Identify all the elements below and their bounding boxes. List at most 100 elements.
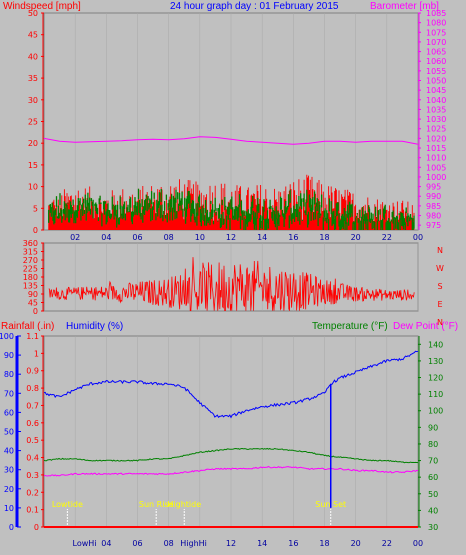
humidity-hour-label: 22 — [382, 539, 392, 548]
humidity-tick-label: 40 — [4, 447, 14, 456]
rainfall-tick-label: 0.7 — [26, 401, 39, 410]
barometer-tick-label: 1010 — [426, 154, 446, 163]
humidity-hour-label: 16 — [288, 539, 298, 548]
barometer-tick-label: 990 — [426, 192, 441, 201]
barometer-tick-label: 1060 — [426, 57, 446, 66]
rainfall-tick-label: 1.1 — [26, 332, 39, 341]
barometer-axis-title: Barometer [mb] — [370, 1, 439, 12]
windspeed-tick-label: 15 — [28, 161, 38, 170]
temperature-tick-label: 90 — [428, 423, 438, 432]
humidity-hour-label: 14 — [257, 539, 267, 548]
wind-hour-label: 06 — [132, 233, 142, 242]
barometer-tick-label: 975 — [426, 221, 441, 230]
windspeed-tick-label: 20 — [28, 139, 38, 148]
compass-letter: N — [437, 246, 443, 255]
dewpoint-series — [43, 465, 419, 477]
barometer-tick-label: 980 — [426, 212, 441, 221]
wind-hour-label: 02 — [70, 233, 80, 242]
humidity-tick-label: 70 — [4, 389, 14, 398]
humidity-hour-label: 20 — [351, 539, 361, 548]
temperature-series — [43, 447, 419, 464]
windspeed-tick-label: 40 — [28, 52, 38, 61]
event-label: Sun Rise — [139, 500, 174, 509]
wind-hour-label: 18 — [319, 233, 329, 242]
chart-layer: 0510152025303540455097598098599099510001… — [0, 9, 446, 548]
barometer-tick-label: 1025 — [426, 125, 446, 134]
wind-hour-label: 00 — [413, 233, 423, 242]
direction-tick-label: 45 — [28, 299, 38, 308]
rainfall-tick-label: 0.2 — [26, 488, 39, 497]
temperature-tick-label: 140 — [428, 340, 443, 349]
rainfall-tick-label: 0.3 — [26, 471, 39, 480]
humidity-tick-label: 80 — [4, 370, 14, 379]
temperature-tick-label: 80 — [428, 440, 438, 449]
windspeed-tick-label: 10 — [28, 183, 38, 192]
barometer-tick-label: 1005 — [426, 163, 446, 172]
direction-tick-label: 270 — [23, 256, 38, 265]
graph-title: 24 hour graph day : 01 February 2015 — [170, 1, 339, 12]
barometer-tick-label: 1065 — [426, 48, 446, 57]
windspeed-tick-label: 35 — [28, 74, 38, 83]
event-label: Lowtide — [52, 500, 83, 509]
barometer-tick-label: 1040 — [426, 96, 446, 105]
barometer-tick-label: 1070 — [426, 38, 446, 47]
humidity-hour-label: 04 — [101, 539, 111, 548]
wind-hour-label: 12 — [226, 233, 236, 242]
rainfall-tick-label: 0.6 — [26, 419, 39, 428]
humidity-hour-label: 00 — [413, 539, 423, 548]
compass-letter: W — [436, 264, 444, 273]
humidity-hour-label: 18 — [319, 539, 329, 548]
direction-tick-label: 180 — [23, 273, 38, 282]
temperature-tick-label: 50 — [428, 490, 438, 499]
barometer-tick-label: 1030 — [426, 115, 446, 124]
direction-tick-label: 90 — [28, 290, 38, 299]
wind-hour-label: 10 — [195, 233, 205, 242]
wind-hour-label: 16 — [288, 233, 298, 242]
direction-tick-label: 360 — [23, 239, 38, 248]
humidity-hour-label: 08 — [164, 539, 174, 548]
temperature-tick-label: 110 — [428, 390, 443, 399]
rainfall-tick-label: 0.4 — [26, 454, 39, 463]
humidity-hour-label: LowHi — [73, 539, 97, 548]
humidity-hour-label: 06 — [132, 539, 142, 548]
wind-hour-label: 20 — [351, 233, 361, 242]
humidity-hour-label: HighHi — [180, 539, 207, 548]
humidity-tick-label: 100 — [0, 332, 14, 341]
humidity-tick-label: 50 — [4, 428, 14, 437]
wind-hour-label: 14 — [257, 233, 267, 242]
humidity-axis-title: Humidity (%) — [66, 321, 123, 332]
rainfall-axis-title: Rainfall (.in) — [1, 321, 54, 332]
barometer-series — [43, 136, 419, 145]
wind-direction-series — [48, 257, 415, 311]
barometer-tick-label: 1080 — [426, 19, 446, 28]
rainfall-tick-label: 0 — [34, 523, 39, 532]
barometer-tick-label: 1015 — [426, 144, 446, 153]
windspeed-tick-label: 30 — [28, 96, 38, 105]
barometer-tick-label: 1020 — [426, 134, 446, 143]
temperature-tick-label: 120 — [428, 374, 443, 383]
barometer-tick-label: 1075 — [426, 28, 446, 37]
event-label: Hightide — [167, 500, 201, 509]
compass-letter: S — [437, 282, 442, 291]
temperature-axis-title: Temperature (°F) — [312, 321, 388, 332]
humidity-tick-label: 20 — [4, 485, 14, 494]
humidity-hour-label: 12 — [226, 539, 236, 548]
wind-hour-label: 08 — [164, 233, 174, 242]
wind-average-series — [48, 188, 415, 230]
temperature-tick-label: 70 — [428, 457, 438, 466]
humidity-tick-label: 60 — [4, 408, 14, 417]
barometer-tick-label: 995 — [426, 183, 441, 192]
windspeed-tick-label: 0 — [33, 226, 38, 235]
humidity-tick-label: 0 — [9, 523, 14, 532]
rainfall-tick-label: 0.1 — [26, 506, 39, 515]
direction-tick-label: 135 — [23, 282, 38, 291]
humidity-series — [43, 350, 419, 419]
humidity-tick-label: 30 — [4, 466, 14, 475]
barometer-tick-label: 1055 — [426, 67, 446, 76]
dewpoint-axis-title: Dew Point (°F) — [393, 321, 458, 332]
humidity-tick-label: 90 — [4, 351, 14, 360]
rainfall-tick-label: 0.8 — [26, 384, 39, 393]
compass-letter: E — [437, 300, 442, 309]
